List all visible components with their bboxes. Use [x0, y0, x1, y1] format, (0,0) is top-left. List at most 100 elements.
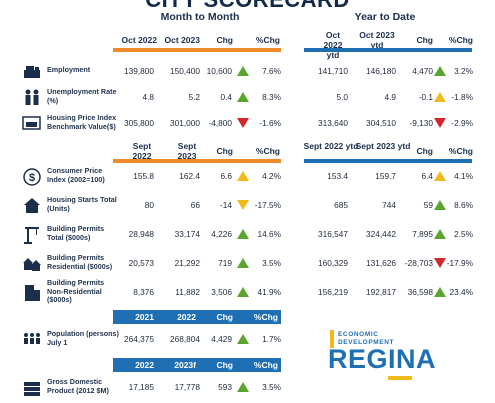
ytd-cell: 6.4: [421, 171, 433, 181]
monthly-cell: 4,429: [211, 334, 232, 344]
price-tag-icon: [22, 114, 42, 134]
monthly-change-indicator-icon: [237, 258, 249, 268]
ytd-change-indicator-icon: [434, 171, 446, 181]
monthly-change-indicator-icon: [237, 287, 249, 297]
col-2022-b: 2022: [135, 360, 154, 370]
money-stack-icon: [22, 378, 42, 398]
col-ytd-chg-2: Chg: [416, 146, 433, 156]
ytd-cell: 153.4: [327, 171, 348, 181]
monthly-cell: 66: [190, 200, 200, 210]
ytd-cell: -9,130: [409, 118, 433, 128]
monthly-change-indicator-icon: [237, 92, 249, 102]
row-label: Consumer Price Index (2002=100): [47, 166, 105, 184]
ytd-cell: 23.4%: [449, 287, 473, 297]
section-year-to-date: Year to Date: [354, 11, 416, 23]
blue-divider-2: [304, 159, 472, 163]
row-label: Employment: [47, 65, 91, 74]
monthly-cell: 3.5%: [262, 382, 281, 392]
house-icon: [22, 196, 42, 216]
col-ytd-pct-chg: %Chg: [448, 35, 473, 45]
col-pct-chg-2: %Chg: [255, 146, 280, 156]
annual-forecast-header-bar: [113, 358, 281, 372]
ytd-cell: 2.5%: [454, 229, 473, 239]
monthly-change-indicator-icon: [237, 334, 249, 344]
col-ytd-chg: Chg: [416, 35, 433, 45]
monthly-cell: 593: [218, 382, 232, 392]
svg-text:$: $: [29, 172, 35, 184]
monthly-cell: 21,292: [174, 258, 200, 268]
monthly-cell: 4.2%: [262, 171, 281, 181]
monthly-cell: 80: [144, 200, 154, 210]
ytd-cell: 59: [423, 200, 433, 210]
ytd-cell: 131,626: [366, 258, 396, 268]
crowd-icon: [22, 330, 42, 350]
dollar-coin-icon: $: [22, 167, 42, 187]
ytd-cell: 7,895: [412, 229, 433, 239]
ytd-cell: -1.8%: [451, 92, 473, 102]
ytd-cell: 4.1%: [454, 171, 473, 181]
ytd-cell: 156,219: [318, 287, 348, 297]
col-pct-chg-3: %Chg: [253, 312, 278, 322]
monthly-cell: 719: [218, 258, 232, 268]
col-2023f: 2023f: [174, 360, 196, 370]
ytd-cell: -17.9%: [446, 258, 473, 268]
col-sept-2023-ytd: Sept 2023 ytd: [355, 141, 411, 151]
col-chg-2: Chg: [216, 146, 233, 156]
monthly-cell: 4,226: [211, 229, 232, 239]
col-oct-2022: Oct 2022: [121, 35, 157, 45]
annual-header-bar: [113, 310, 281, 324]
ytd-cell: 192,817: [366, 287, 396, 297]
ytd-cell: 159.7: [375, 171, 396, 181]
monthly-cell: 1.7%: [262, 334, 281, 344]
monthly-cell: 28,948: [128, 229, 154, 239]
crane-icon: [22, 225, 42, 245]
monthly-change-indicator-icon: [237, 229, 249, 239]
row-label: Housing Starts Total (Units): [47, 195, 117, 213]
row-label: Housing Price Index Benchmark Value($): [47, 113, 117, 131]
ytd-change-indicator-icon: [434, 200, 446, 210]
monthly-cell: 0.4: [220, 92, 232, 102]
monthly-cell: 264,375: [124, 334, 154, 344]
monthly-cell: -4,800: [208, 118, 232, 128]
monthly-change-indicator-icon: [237, 200, 249, 210]
ytd-cell: 324,442: [366, 229, 396, 239]
monthly-cell: 17,185: [128, 382, 154, 392]
ytd-cell: 313,640: [318, 118, 348, 128]
monthly-cell: -17.5%: [254, 200, 281, 210]
col-sept-2022: Sept 2022: [132, 141, 152, 161]
ytd-cell: 141,710: [318, 66, 348, 76]
col-pct-chg-4: %Chg: [253, 360, 278, 370]
cash-register-icon: [22, 62, 42, 82]
col-2021: 2021: [135, 312, 154, 322]
monthly-cell: -14: [220, 200, 232, 210]
ytd-change-indicator-icon: [434, 287, 446, 297]
col-pct-chg: %Chg: [255, 35, 280, 45]
logo-regina: REGINA: [328, 344, 437, 374]
col-2022: 2022: [177, 312, 196, 322]
ytd-cell: 316,547: [318, 229, 348, 239]
col-sept-2022-ytd: Sept 2022 ytd: [303, 141, 359, 151]
col-oct-2023-ytd: Oct 2023 ytd: [359, 30, 395, 50]
monthly-cell: 268,804: [170, 334, 200, 344]
houses-icon: [22, 254, 42, 274]
col-chg: Chg: [216, 35, 233, 45]
monthly-cell: -1.6%: [259, 118, 281, 128]
monthly-cell: 139,800: [124, 66, 154, 76]
col-ytd-pct-chg-2: %Chg: [448, 146, 473, 156]
blue-divider: [304, 48, 472, 52]
monthly-cell: 301,000: [170, 118, 200, 128]
monthly-cell: 4.8: [142, 92, 154, 102]
ytd-change-indicator-icon: [434, 258, 446, 268]
monthly-change-indicator-icon: [237, 382, 249, 392]
monthly-cell: 3,506: [211, 287, 232, 297]
ytd-change-indicator-icon: [434, 229, 446, 239]
ytd-cell: 8.6%: [454, 200, 473, 210]
row-label: Building Permits Non-Residential ($000s): [47, 278, 105, 305]
monthly-cell: 305,800: [124, 118, 154, 128]
row-label: Building Permits Total ($000s): [47, 224, 105, 242]
office-building-icon: [22, 283, 42, 303]
monthly-change-indicator-icon: [237, 66, 249, 76]
row-label: Unemployment Rate (%): [47, 87, 117, 105]
monthly-cell: 3.5%: [262, 258, 281, 268]
col-chg-3: Chg: [216, 312, 233, 322]
